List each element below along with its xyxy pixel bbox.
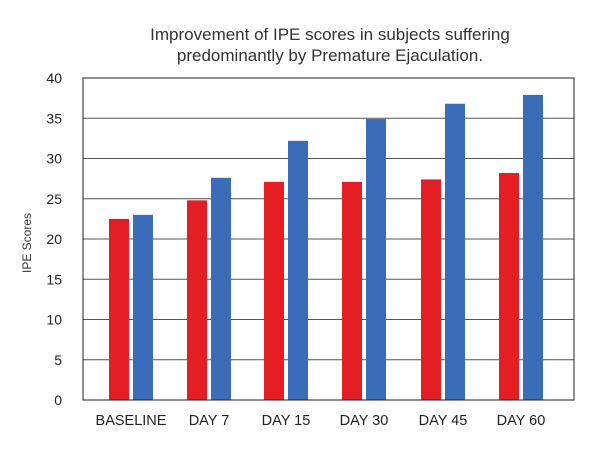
bar-series1-day-60 (499, 172, 519, 400)
bar-series2-day-30 (366, 119, 386, 401)
bar-series2-day-7 (211, 177, 231, 400)
bars (109, 94, 543, 401)
chart-title: Improvement of IPE scores in subjects su… (95, 24, 565, 66)
bar-series2-baseline (133, 214, 153, 400)
chart-title-line-2: predominantly by Premature Ejaculation. (176, 46, 484, 65)
x-tick-label: DAY 30 (340, 413, 389, 429)
y-tick-label: 0 (54, 392, 62, 408)
plot-frame (82, 77, 575, 401)
y-tick-label: 5 (54, 352, 62, 368)
x-tick-label: DAY 15 (262, 413, 311, 429)
bar-series1-baseline (109, 218, 129, 400)
y-tick-label: 20 (46, 231, 62, 247)
bar-series2-day-60 (523, 94, 543, 400)
y-axis-label: IPE Scores (20, 213, 34, 273)
y-tick-labels: 0 5 10 15 20 25 30 35 40 (46, 70, 62, 408)
x-tick-label: DAY 60 (497, 413, 546, 429)
bar-series2-day-45 (445, 103, 465, 400)
y-tick-label: 35 (46, 110, 62, 126)
bar-series2-day-15 (288, 140, 308, 401)
bar-series1-day-7 (187, 200, 207, 400)
y-tick-label: 10 (46, 312, 62, 328)
category-labels: BASELINE DAY 7 DAY 15 DAY 30 DAY 45 DAY 60 (96, 413, 546, 429)
bar-series1-day-15 (264, 181, 284, 400)
y-tick-label: 30 (46, 151, 62, 167)
y-tick-label: 40 (46, 70, 62, 86)
y-tick-label: 25 (46, 191, 62, 207)
x-tick-label: DAY 7 (189, 413, 230, 429)
bar-series1-day-30 (342, 181, 362, 400)
chart-title-line-1: Improvement of IPE scores in subjects su… (150, 25, 510, 44)
x-tick-label: DAY 45 (419, 413, 468, 429)
x-tick-label: BASELINE (96, 413, 167, 429)
y-tick-label: 15 (46, 271, 62, 287)
bar-series1-day-45 (421, 179, 441, 400)
